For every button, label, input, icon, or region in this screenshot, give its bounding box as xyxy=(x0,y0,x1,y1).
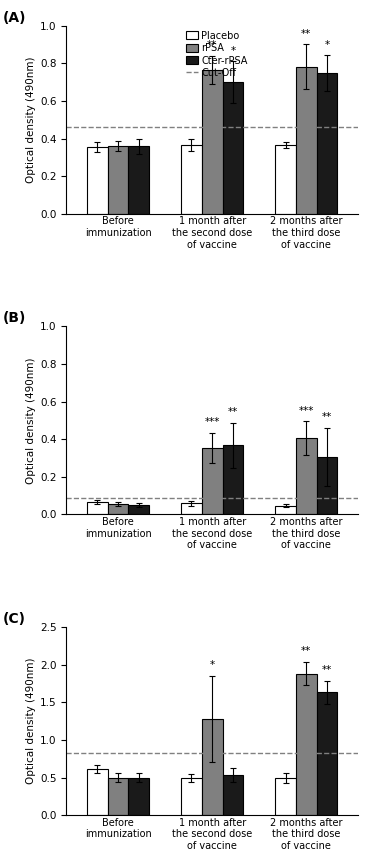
Bar xyxy=(202,69,223,214)
Y-axis label: Optical density (490nm): Optical density (490nm) xyxy=(26,658,36,784)
Text: (A): (A) xyxy=(2,10,26,25)
Bar xyxy=(275,506,296,515)
Bar xyxy=(223,82,243,214)
Text: **: ** xyxy=(228,407,238,417)
Text: (B): (B) xyxy=(2,311,26,325)
Text: ***: *** xyxy=(204,417,220,427)
Bar xyxy=(128,777,149,815)
Bar xyxy=(223,445,243,515)
Bar xyxy=(181,777,202,815)
Bar xyxy=(202,448,223,515)
Y-axis label: Optical density (490nm): Optical density (490nm) xyxy=(26,357,36,484)
Bar xyxy=(181,145,202,214)
Bar xyxy=(296,674,317,815)
Bar xyxy=(87,147,108,214)
Bar xyxy=(296,67,317,214)
Bar xyxy=(87,502,108,515)
Bar xyxy=(275,778,296,815)
Text: **: ** xyxy=(301,28,311,39)
Bar xyxy=(202,719,223,815)
Bar xyxy=(108,146,128,214)
Bar xyxy=(108,778,128,815)
Text: **: ** xyxy=(322,665,332,675)
Bar xyxy=(275,145,296,214)
Text: (C): (C) xyxy=(2,612,25,626)
Bar xyxy=(87,770,108,815)
Bar xyxy=(108,504,128,515)
Bar xyxy=(128,505,149,515)
Bar xyxy=(317,692,337,815)
Text: **: ** xyxy=(301,646,311,656)
Bar xyxy=(317,457,337,515)
Y-axis label: Optical density (490nm): Optical density (490nm) xyxy=(26,57,36,183)
Text: *: * xyxy=(210,661,215,670)
Bar xyxy=(223,775,243,815)
Bar xyxy=(317,73,337,214)
Text: *: * xyxy=(230,45,235,56)
Legend: Placebo, rPSA, Cter-rPSA, Cut-Off: Placebo, rPSA, Cter-rPSA, Cut-Off xyxy=(182,27,252,82)
Bar xyxy=(128,147,149,214)
Text: *: * xyxy=(324,39,330,50)
Text: ***: *** xyxy=(299,406,314,416)
Text: **: ** xyxy=(322,413,332,422)
Text: **: ** xyxy=(207,40,217,50)
Bar xyxy=(296,438,317,515)
Bar xyxy=(181,504,202,515)
